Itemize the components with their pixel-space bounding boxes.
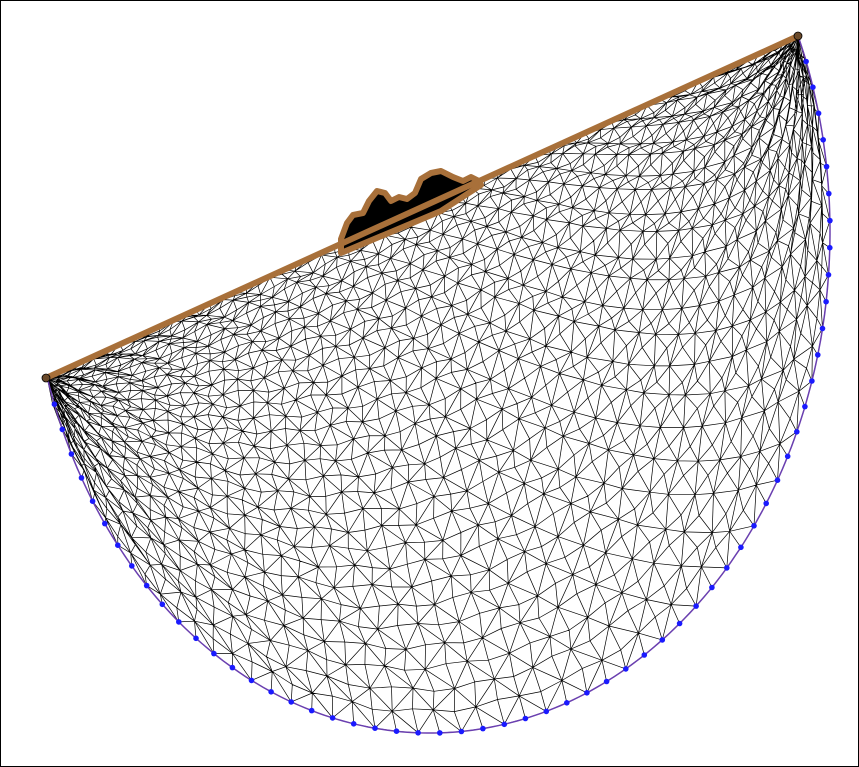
- boundary-node: [59, 426, 66, 433]
- boundary-node: [329, 715, 336, 721]
- boundary-node: [603, 678, 610, 685]
- boundary-node: [372, 725, 378, 731]
- boundary-node: [522, 715, 529, 722]
- boundary-node: [229, 664, 236, 671]
- boundary-node: [803, 58, 809, 65]
- boundary-nodes: [51, 58, 833, 736]
- boundary-node: [820, 137, 826, 143]
- boundary-node: [193, 635, 199, 642]
- boundary-node: [129, 563, 135, 569]
- boundary-node: [268, 689, 274, 695]
- boundary-node: [659, 637, 666, 643]
- boundary-node: [543, 708, 550, 715]
- boundary-node: [826, 190, 832, 197]
- boundary-node: [784, 453, 791, 460]
- boundary-node: [676, 620, 683, 627]
- boundary-node: [827, 244, 833, 251]
- boundary-node: [774, 477, 781, 484]
- boundary-node: [143, 582, 150, 589]
- boundary-node: [815, 352, 821, 358]
- boundary-node: [584, 690, 590, 696]
- coastline: [43, 33, 801, 381]
- boundary-node: [564, 700, 570, 706]
- boundary-node: [809, 378, 815, 384]
- boundary-node: [159, 601, 166, 608]
- boundary-node: [623, 666, 629, 672]
- boundary-node: [458, 728, 465, 735]
- boundary-node: [810, 84, 816, 90]
- boundary-node: [211, 650, 217, 657]
- boundary-node: [693, 603, 699, 609]
- boundary-node: [823, 298, 829, 305]
- boundary-node: [350, 721, 357, 727]
- boundary-node: [78, 475, 85, 481]
- boundary-node: [802, 403, 808, 410]
- boundary-node: [794, 429, 800, 435]
- boundary-node: [823, 163, 830, 170]
- boundary-node: [825, 272, 832, 278]
- corner-node: [41, 373, 51, 383]
- boundary-node: [763, 500, 769, 507]
- boundary-node: [89, 498, 96, 505]
- boundary-node: [819, 325, 826, 332]
- boundary-node: [415, 730, 421, 736]
- boundary-node: [51, 401, 58, 408]
- boundary-node: [501, 721, 508, 728]
- mesh-edges: [45, 35, 831, 734]
- boundary-node: [393, 728, 400, 734]
- boundary-node: [751, 523, 757, 529]
- boundary-node: [641, 652, 648, 658]
- boundary-node: [176, 619, 182, 625]
- boundary-node: [827, 217, 833, 224]
- boundary-node: [288, 699, 295, 705]
- corner-node: [793, 31, 803, 41]
- boundary-node: [115, 542, 121, 548]
- mesh: [45, 35, 831, 734]
- boundary-node: [102, 520, 108, 527]
- boundary-node: [709, 584, 715, 591]
- boundary-node: [437, 730, 443, 736]
- boundary-node: [724, 565, 730, 571]
- boundary-node: [68, 451, 75, 457]
- boundary-node: [248, 677, 255, 684]
- boundary-node: [815, 110, 822, 117]
- boundary-node: [738, 544, 744, 551]
- boundary-node: [308, 707, 315, 714]
- boundary-node: [480, 725, 486, 732]
